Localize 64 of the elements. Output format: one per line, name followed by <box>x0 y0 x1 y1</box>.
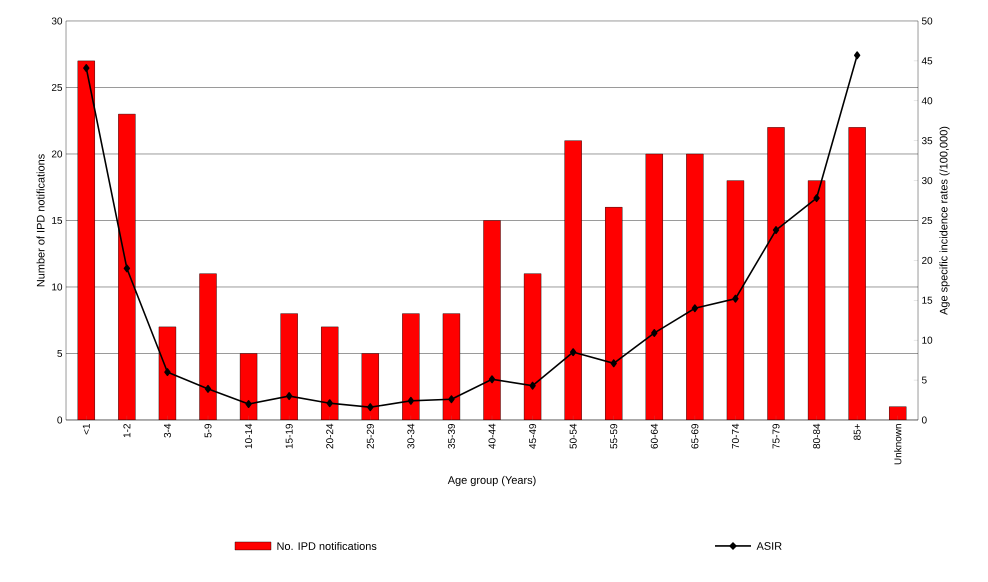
x-tick-label: 60-64 <box>650 424 658 448</box>
x-tick-label: 30-34 <box>407 424 414 449</box>
point <box>204 384 212 393</box>
x-tick-label: 10-14 <box>245 424 252 448</box>
y2-tick-label: 50 <box>922 17 932 25</box>
y2-tick-label: 5 <box>922 376 927 384</box>
point <box>367 403 374 412</box>
point <box>529 382 536 390</box>
x-tick-label: 70-74 <box>732 424 739 448</box>
y-tick-label: 15 <box>52 217 62 224</box>
y2-tick-label: 20 <box>922 256 932 264</box>
point <box>448 395 455 404</box>
x-tick-label: Unknown <box>894 424 902 464</box>
x-tick-label: 45-49 <box>529 424 536 449</box>
x-tick-label: 80-84 <box>813 424 820 449</box>
y2-tick-label: 25 <box>922 216 932 224</box>
point <box>83 64 90 72</box>
point <box>854 51 860 60</box>
y2-tick-label: 35 <box>922 137 932 144</box>
y-tick-label: 5 <box>57 350 62 357</box>
x-tick-label: 40-44 <box>488 424 496 449</box>
point <box>164 368 171 376</box>
point <box>286 392 292 400</box>
x-tick-label: <1 <box>82 424 90 434</box>
x-tick-label: 3-4 <box>164 424 171 438</box>
x-tick-label: 20-24 <box>326 424 334 448</box>
y2-tick-label: 0 <box>922 416 927 424</box>
y2-tick-label: 30 <box>922 177 932 184</box>
x-tick-label: 1-2 <box>123 424 130 438</box>
y2-tick-label: 10 <box>922 336 932 344</box>
x-tick-label: 75-79 <box>772 424 780 448</box>
point <box>732 294 739 303</box>
legend-label: ASIR <box>756 542 782 550</box>
point <box>124 264 130 272</box>
point <box>570 348 576 356</box>
point <box>651 329 658 337</box>
x-tick-label: 35-39 <box>448 424 455 449</box>
y-tick-label: 10 <box>52 283 62 291</box>
x-tick-label: 25-29 <box>366 424 374 448</box>
point <box>692 304 698 312</box>
y2-tick-label: 15 <box>922 296 932 304</box>
x-axis-title: Age group (Years) <box>448 476 536 486</box>
y-tick-label: 25 <box>52 84 62 92</box>
x-tick-label: 15-19 <box>286 424 293 448</box>
point <box>245 400 252 408</box>
point <box>813 194 820 202</box>
x-tick-label: 50-54 <box>570 424 577 449</box>
y-axis-title: Number of IPD notifications <box>36 154 45 286</box>
point <box>408 396 414 405</box>
x-tick-label: 85+ <box>854 424 861 440</box>
x-tick-label: 5-9 <box>204 424 212 438</box>
y2-tick-label: 45 <box>922 57 932 64</box>
y2-axis-title: Age specific incidence rates (/100,000) <box>939 126 950 315</box>
point <box>488 375 496 384</box>
x-tick-label: 55-59 <box>610 424 618 449</box>
point <box>610 359 617 368</box>
y-tick-label: 0 <box>57 416 62 424</box>
y-tick-label: 20 <box>52 150 62 158</box>
point <box>772 226 780 234</box>
y2-tick-label: 40 <box>922 97 932 104</box>
point <box>326 399 333 408</box>
legend-label: No. IPD notifications <box>277 542 376 550</box>
x-tick-label: 65-69 <box>691 424 698 448</box>
y-tick-label: 30 <box>52 17 62 25</box>
